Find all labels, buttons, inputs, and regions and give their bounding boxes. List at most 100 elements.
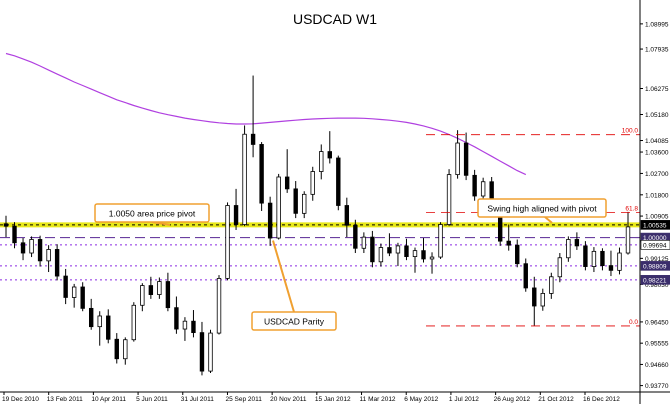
candle-body bbox=[284, 176, 290, 190]
date-label-3: 5 Jun 2011 bbox=[136, 396, 168, 403]
candle-16 bbox=[140, 283, 145, 312]
candle-body bbox=[523, 263, 528, 289]
candle-body bbox=[370, 236, 375, 263]
candle-38 bbox=[327, 131, 332, 164]
swing-annotation: Swing high aligned with pivot bbox=[487, 204, 597, 214]
moving-average-layer bbox=[5, 52, 527, 176]
candle-4 bbox=[37, 235, 43, 267]
candle-body bbox=[574, 239, 580, 247]
price-box-label-3: 0.98809 bbox=[643, 263, 667, 270]
candle-body bbox=[557, 257, 563, 278]
fib-label-1: 61.8 bbox=[625, 206, 638, 213]
candle-body bbox=[566, 239, 571, 259]
price-tick-label-2: 1.06275 bbox=[645, 86, 669, 93]
candle-20 bbox=[174, 296, 179, 334]
candle-body bbox=[506, 240, 511, 246]
price-tick-label-6: 1.02700 bbox=[645, 171, 669, 178]
price-tick-label-4: 1.04085 bbox=[645, 138, 669, 145]
candle-65 bbox=[557, 253, 563, 283]
candle-body bbox=[46, 249, 51, 262]
price-tick-label-1: 1.07935 bbox=[645, 47, 669, 54]
candle-19 bbox=[165, 272, 171, 312]
candle-54 bbox=[463, 132, 469, 181]
candle-12 bbox=[106, 309, 111, 344]
candle-body bbox=[395, 245, 401, 254]
candle-6 bbox=[54, 244, 60, 281]
candle-body bbox=[71, 286, 77, 298]
candle-1 bbox=[12, 222, 17, 249]
candle-body bbox=[353, 224, 358, 249]
candle-7 bbox=[63, 268, 68, 305]
pivot-annotation: 1.0050 area price pivot bbox=[109, 209, 196, 219]
date-label-10: 1 Jul 2012 bbox=[449, 396, 479, 403]
candle-17 bbox=[148, 276, 154, 299]
candle-body bbox=[421, 250, 426, 260]
candle-body bbox=[97, 315, 102, 328]
candle-body bbox=[404, 245, 409, 257]
candle-10 bbox=[89, 298, 94, 330]
candle-53 bbox=[455, 130, 460, 179]
candle-50 bbox=[429, 252, 435, 274]
candle-body bbox=[20, 242, 26, 254]
price-box-label-1: 1.00000 bbox=[643, 235, 667, 242]
candle-body bbox=[310, 171, 315, 195]
candle-3 bbox=[29, 236, 34, 258]
candle-body bbox=[387, 247, 392, 254]
candle-body bbox=[361, 236, 367, 249]
candle-44 bbox=[378, 243, 384, 267]
candle-0 bbox=[3, 215, 9, 238]
price-tick-label-12: 0.95555 bbox=[645, 341, 669, 348]
candle-body bbox=[216, 278, 222, 334]
price-tick-label-7: 1.01800 bbox=[645, 192, 669, 199]
candle-body bbox=[148, 285, 154, 295]
candle-body bbox=[327, 151, 332, 159]
fib-label-2: 0.0 bbox=[629, 319, 638, 326]
candle-13 bbox=[114, 333, 119, 364]
candle-23 bbox=[199, 321, 205, 376]
chart-title: USDCAD W1 bbox=[293, 11, 377, 27]
candle-55 bbox=[472, 169, 477, 201]
pivot-annotation-box bbox=[94, 203, 210, 223]
candle-body bbox=[617, 252, 622, 271]
candle-33 bbox=[284, 149, 290, 193]
candle-body bbox=[225, 205, 230, 279]
candle-73 bbox=[625, 211, 631, 255]
candle-48 bbox=[412, 247, 418, 273]
candle-body bbox=[267, 202, 273, 239]
candle-body bbox=[583, 245, 588, 267]
levels-layer bbox=[0, 222, 640, 281]
date-label-8: 11 Mar 2012 bbox=[360, 396, 396, 403]
candles-layer bbox=[3, 75, 631, 376]
candle-24 bbox=[208, 329, 213, 373]
price-box-3 bbox=[640, 261, 670, 271]
price-box-0 bbox=[640, 220, 670, 230]
candle-36 bbox=[310, 166, 315, 201]
swing-annotation-box bbox=[477, 198, 607, 218]
candle-body bbox=[165, 281, 171, 309]
candle-61 bbox=[523, 258, 528, 292]
candle-body bbox=[463, 142, 469, 176]
candle-63 bbox=[540, 288, 545, 311]
price-box-label-0: 1.00535 bbox=[643, 222, 667, 229]
candle-body bbox=[532, 287, 537, 307]
price-tick-label-14: 0.93770 bbox=[645, 383, 669, 390]
price-tick-label-11: 0.96450 bbox=[645, 319, 669, 326]
date-label-0: 19 Dec 2010 bbox=[2, 396, 39, 403]
candle-28 bbox=[242, 125, 247, 227]
candle-body bbox=[89, 307, 94, 328]
price-tick-label-8: 1.00905 bbox=[645, 214, 669, 221]
candle-39 bbox=[336, 155, 341, 211]
candle-body bbox=[515, 244, 520, 265]
candle-body bbox=[131, 304, 137, 341]
candle-body bbox=[438, 224, 443, 258]
date-label-13: 16 Dec 2012 bbox=[583, 396, 620, 403]
date-label-2: 10 Apr 2011 bbox=[91, 396, 126, 403]
candle-45 bbox=[387, 233, 392, 257]
date-label-11: 26 Aug 2012 bbox=[494, 396, 531, 403]
price-tick-label-10: 0.98030 bbox=[645, 282, 669, 289]
parity-annotation: USDCAD Parity bbox=[264, 317, 325, 327]
candle-body bbox=[608, 265, 614, 271]
date-label-9: 6 May 2012 bbox=[404, 396, 438, 403]
